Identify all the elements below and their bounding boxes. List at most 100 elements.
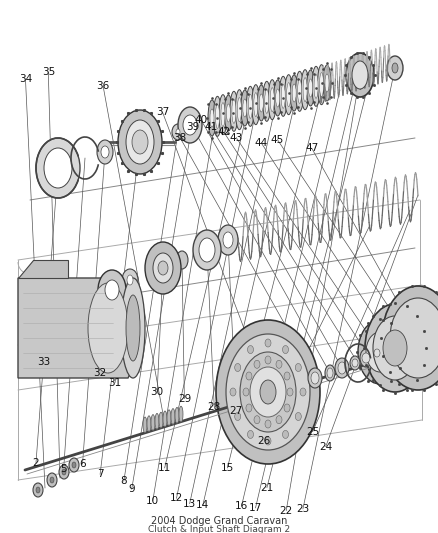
Ellipse shape (159, 412, 162, 428)
Ellipse shape (88, 283, 128, 373)
Ellipse shape (247, 431, 253, 439)
Ellipse shape (259, 380, 276, 404)
Ellipse shape (179, 406, 183, 422)
Ellipse shape (253, 93, 257, 117)
Text: 29: 29 (177, 394, 191, 403)
Ellipse shape (326, 368, 332, 378)
Ellipse shape (306, 70, 314, 106)
Ellipse shape (151, 415, 155, 431)
Ellipse shape (382, 330, 406, 366)
Ellipse shape (218, 225, 237, 255)
Ellipse shape (198, 238, 215, 262)
Ellipse shape (245, 372, 251, 380)
Ellipse shape (275, 89, 279, 107)
Text: 40: 40 (194, 115, 207, 125)
Ellipse shape (175, 407, 179, 423)
Text: 36: 36 (96, 82, 110, 91)
Ellipse shape (127, 275, 133, 285)
Text: 17: 17 (248, 503, 261, 513)
Polygon shape (18, 260, 68, 278)
Ellipse shape (308, 79, 312, 97)
Ellipse shape (209, 109, 213, 127)
Ellipse shape (257, 85, 265, 121)
Ellipse shape (176, 129, 180, 135)
Ellipse shape (389, 298, 438, 378)
Ellipse shape (147, 416, 151, 432)
Text: 43: 43 (229, 133, 242, 142)
Ellipse shape (254, 360, 259, 368)
Text: 33: 33 (37, 358, 50, 367)
Ellipse shape (307, 368, 321, 388)
Ellipse shape (234, 413, 240, 421)
Ellipse shape (248, 94, 252, 118)
Ellipse shape (337, 362, 345, 374)
Ellipse shape (47, 473, 57, 487)
Ellipse shape (372, 316, 416, 380)
Ellipse shape (97, 140, 113, 164)
Ellipse shape (282, 345, 288, 353)
Ellipse shape (231, 99, 235, 123)
Ellipse shape (286, 83, 290, 107)
Ellipse shape (334, 358, 348, 378)
Text: 37: 37 (155, 107, 169, 117)
Text: 9: 9 (128, 484, 135, 494)
Ellipse shape (215, 320, 319, 464)
Ellipse shape (251, 85, 259, 125)
Ellipse shape (162, 411, 166, 427)
Ellipse shape (172, 124, 184, 140)
Ellipse shape (62, 469, 66, 475)
Ellipse shape (387, 307, 435, 377)
Ellipse shape (126, 120, 154, 164)
Ellipse shape (297, 79, 301, 103)
Ellipse shape (235, 90, 243, 130)
Ellipse shape (246, 86, 254, 126)
Text: 11: 11 (158, 463, 171, 473)
Ellipse shape (247, 345, 253, 353)
Text: 27: 27 (229, 407, 242, 416)
Ellipse shape (50, 477, 54, 483)
Ellipse shape (359, 349, 371, 367)
Ellipse shape (72, 462, 76, 468)
Ellipse shape (254, 416, 259, 424)
Ellipse shape (279, 76, 286, 116)
Ellipse shape (259, 94, 263, 112)
Text: 41: 41 (204, 122, 217, 132)
Text: 12: 12 (170, 494, 183, 503)
Ellipse shape (153, 253, 173, 283)
Text: 32: 32 (93, 368, 106, 378)
Ellipse shape (122, 269, 138, 291)
Ellipse shape (176, 251, 187, 269)
Ellipse shape (36, 487, 40, 493)
Ellipse shape (295, 364, 300, 372)
Ellipse shape (166, 410, 171, 426)
Ellipse shape (351, 61, 367, 89)
Text: 31: 31 (108, 378, 121, 387)
Text: 15: 15 (220, 463, 233, 473)
Ellipse shape (391, 63, 397, 73)
Text: 7: 7 (96, 470, 103, 479)
Ellipse shape (299, 388, 305, 396)
Ellipse shape (265, 356, 270, 364)
Ellipse shape (357, 320, 401, 384)
Ellipse shape (397, 322, 425, 362)
Ellipse shape (345, 53, 373, 97)
Text: 30: 30 (150, 387, 163, 397)
Ellipse shape (101, 146, 109, 158)
Ellipse shape (290, 75, 297, 111)
Ellipse shape (270, 87, 274, 112)
Ellipse shape (234, 364, 240, 372)
Ellipse shape (351, 359, 357, 367)
Ellipse shape (213, 96, 221, 136)
Ellipse shape (286, 388, 292, 396)
Ellipse shape (291, 84, 296, 102)
Ellipse shape (373, 349, 379, 357)
Ellipse shape (381, 286, 438, 390)
Text: 21: 21 (260, 483, 273, 492)
Ellipse shape (273, 80, 281, 116)
Ellipse shape (220, 103, 224, 127)
Ellipse shape (243, 388, 248, 396)
Ellipse shape (268, 79, 276, 120)
Ellipse shape (283, 372, 290, 380)
Ellipse shape (132, 130, 148, 154)
Ellipse shape (310, 372, 318, 384)
